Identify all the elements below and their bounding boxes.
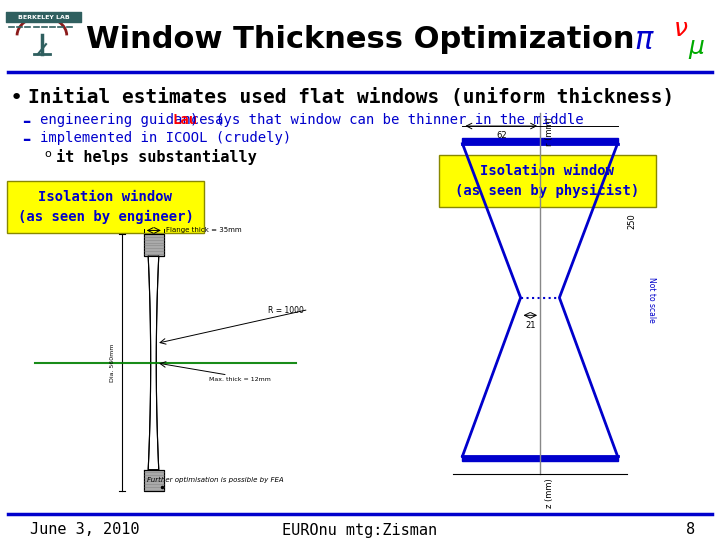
Text: R = 1000: R = 1000: [268, 306, 304, 315]
Text: $\mu$: $\mu$: [688, 37, 706, 61]
Text: r (mm): r (mm): [545, 117, 554, 146]
Polygon shape: [144, 470, 163, 491]
Text: Lau: Lau: [173, 113, 197, 127]
Text: •: •: [10, 88, 23, 108]
Text: 8: 8: [686, 523, 695, 537]
Text: 21: 21: [525, 321, 536, 329]
FancyBboxPatch shape: [439, 155, 656, 207]
Text: Window Thickness Optimization: Window Thickness Optimization: [86, 25, 634, 55]
Polygon shape: [144, 234, 163, 256]
Text: z (mm): z (mm): [545, 478, 554, 508]
Text: Not to scale: Not to scale: [647, 277, 656, 323]
Text: $\nu$: $\nu$: [672, 17, 688, 40]
Text: implemented in ICOOL (crudely): implemented in ICOOL (crudely): [40, 131, 292, 145]
Text: o: o: [44, 149, 50, 159]
Text: Max. thick = 12mm: Max. thick = 12mm: [209, 377, 271, 382]
FancyBboxPatch shape: [7, 181, 204, 233]
Text: 62: 62: [496, 131, 507, 140]
Polygon shape: [148, 256, 158, 470]
Text: –: –: [22, 113, 30, 131]
Text: EUROnu mtg:Zisman: EUROnu mtg:Zisman: [282, 523, 438, 537]
Polygon shape: [462, 456, 618, 462]
Text: it helps substantially: it helps substantially: [56, 149, 257, 165]
Text: Isolation window
(as seen by physicist): Isolation window (as seen by physicist): [455, 164, 639, 198]
Text: –: –: [22, 131, 30, 149]
Text: Isolation window
(as seen by engineer): Isolation window (as seen by engineer): [17, 190, 194, 224]
Text: engineering guidance (: engineering guidance (: [40, 113, 224, 127]
Text: 250: 250: [628, 213, 636, 228]
Text: Initial estimates used flat windows (uniform thickness): Initial estimates used flat windows (uni…: [28, 88, 674, 107]
Text: BERKELEY LAB: BERKELEY LAB: [18, 15, 69, 19]
Text: ) says that window can be thinner in the middle: ) says that window can be thinner in the…: [191, 113, 584, 127]
Polygon shape: [462, 138, 618, 144]
Text: Further optimisation is possible by FEA: Further optimisation is possible by FEA: [147, 477, 284, 483]
Text: $\pi$: $\pi$: [634, 26, 655, 55]
Text: June 3, 2010: June 3, 2010: [30, 523, 140, 537]
Text: Flange thick = 35mm: Flange thick = 35mm: [166, 227, 242, 233]
Text: Dia. 560mm: Dia. 560mm: [110, 343, 115, 382]
